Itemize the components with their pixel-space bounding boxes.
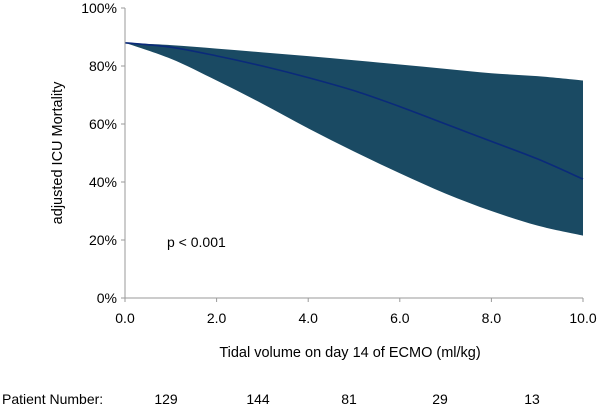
y-tick-label: 80%: [89, 58, 117, 74]
estimate-line-layer: [124, 42, 584, 180]
annotation-p-value: p < 0.001: [167, 234, 226, 250]
y-axis-title: adjusted ICU Mortality: [50, 81, 66, 224]
x-tick-label: 10.0: [569, 310, 596, 326]
patient-number-2: 144: [246, 391, 270, 407]
patient-number-1: 129: [154, 391, 178, 407]
patient-number-4: 29: [432, 391, 448, 407]
patient-number-3: 81: [341, 391, 357, 407]
y-tick-label: 100%: [81, 0, 117, 16]
x-tick-label: 8.0: [482, 310, 502, 326]
axes: [121, 7, 584, 302]
y-tick-label: 20%: [89, 232, 117, 248]
tick-labels: 0.0 2.0 4.0 6.0 8.0 10.0 0% 20% 40% 60% 80% 100%: [81, 0, 597, 326]
estimate-line: [124, 42, 584, 180]
x-tick-label: 2.0: [207, 310, 227, 326]
x-axis-title: Tidal volume on day 14 of ECMO (ml/kg): [219, 345, 480, 361]
x-tick-label: 6.0: [390, 310, 410, 326]
patient-number-5: 13: [524, 391, 540, 407]
confidence-band: [125, 42, 583, 236]
patient-number-label: Patient Number:: [2, 391, 103, 407]
y-tick-label: 40%: [89, 174, 117, 190]
confidence-band-layer: [125, 42, 583, 236]
y-tick-label: 0%: [97, 290, 117, 306]
x-tick-label: 0.0: [115, 310, 135, 326]
x-tick-label: 4.0: [298, 310, 318, 326]
y-tick-label: 60%: [89, 116, 117, 132]
